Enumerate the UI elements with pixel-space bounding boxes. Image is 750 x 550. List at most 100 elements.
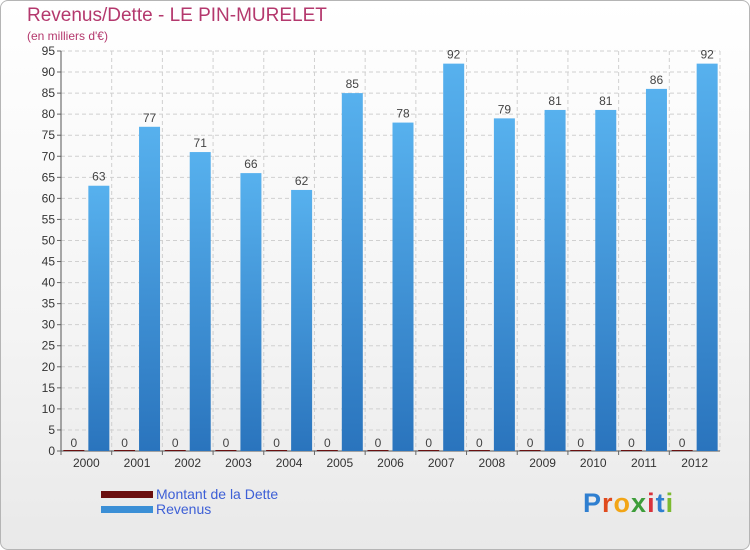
y-tick-label: 85 (42, 86, 56, 100)
x-tick-label: 2002 (174, 456, 201, 470)
x-tick-label: 2000 (73, 456, 100, 470)
x-tick-label: 2007 (428, 456, 455, 470)
data-label-dette: 0 (273, 436, 280, 450)
logo-letter: r (602, 488, 614, 518)
y-tick-label: 65 (42, 170, 56, 184)
y-tick-label: 20 (42, 360, 56, 374)
y-tick-label: 30 (42, 318, 56, 332)
logo-letter: i (665, 488, 675, 518)
data-label-dette: 0 (476, 436, 483, 450)
y-tick-label: 50 (42, 233, 56, 247)
data-label-dette: 0 (679, 436, 686, 450)
data-label-revenus: 85 (346, 77, 360, 91)
bar-dette (367, 450, 389, 451)
data-label-revenus: 78 (396, 107, 410, 121)
bar-dette (620, 450, 642, 451)
bars (63, 63, 718, 452)
data-label-revenus: 86 (650, 73, 664, 87)
x-tick-label: 2011 (631, 456, 657, 470)
logo-letter: i (647, 488, 656, 518)
bar-dette (468, 450, 490, 451)
bar-dette (63, 450, 85, 451)
bar-dette (164, 450, 186, 451)
y-tick-label: 80 (42, 107, 56, 121)
data-label-dette: 0 (223, 436, 230, 450)
data-label-revenus: 66 (244, 157, 258, 171)
data-label-revenus: 81 (548, 94, 562, 108)
bar-dette (114, 450, 136, 451)
bar-revenus (139, 126, 161, 451)
x-tick-label: 2008 (479, 456, 506, 470)
bar-revenus (240, 173, 262, 451)
data-label-dette: 0 (425, 436, 432, 450)
logo-letter: o (613, 488, 632, 518)
y-tick-label: 25 (42, 339, 56, 353)
bar-revenus (341, 93, 363, 452)
x-tick-label: 2001 (124, 456, 151, 470)
bar-dette (316, 450, 338, 451)
data-label-dette: 0 (375, 436, 382, 450)
y-tick-label: 45 (42, 255, 56, 269)
data-label-dette: 0 (172, 436, 179, 450)
data-label-dette: 0 (71, 436, 78, 450)
legend-swatch-revenus (101, 506, 153, 513)
data-label-revenus: 62 (295, 174, 309, 188)
chart-subtitle: (en milliers d'€) (27, 29, 108, 43)
x-tick-label: 2006 (377, 456, 404, 470)
chart-title: Revenus/Dette - LE PIN-MURELET (27, 5, 327, 26)
data-label-dette: 0 (527, 436, 534, 450)
data-labels: 0 63 0 77 0 71 0 66 0 62 0 85 0 78 0 92 0 79 0 81 0 81 0 86 0 92 (71, 48, 715, 450)
bar-dette (266, 450, 288, 451)
bar-revenus (392, 122, 414, 451)
data-label-dette: 0 (324, 436, 331, 450)
y-tick-label: 5 (48, 423, 55, 437)
data-label-revenus: 63 (92, 170, 106, 184)
legend-label-revenus: Revenus (156, 501, 212, 517)
bar-revenus (595, 109, 617, 452)
x-tick-label: 2003 (225, 456, 252, 470)
y-tick-label: 70 (42, 149, 56, 163)
bar-revenus (645, 88, 667, 451)
y-tick-label: 55 (42, 212, 56, 226)
bar-revenus (189, 152, 211, 452)
data-label-revenus: 77 (143, 111, 157, 125)
bar-revenus (443, 63, 465, 451)
data-label-revenus: 81 (599, 94, 613, 108)
data-label-revenus: 92 (447, 48, 461, 62)
bar-revenus (291, 189, 313, 451)
logo-letter: x (631, 488, 648, 518)
x-tick-label: 2012 (681, 456, 708, 470)
bar-revenus (696, 63, 718, 451)
bar-dette (418, 450, 440, 451)
logo-letter: t (655, 488, 666, 518)
y-tick-label: 0 (48, 444, 55, 458)
bar-dette (215, 450, 237, 451)
y-tick-label: 60 (42, 191, 56, 205)
data-label-revenus: 92 (700, 48, 714, 62)
bar-dette (671, 450, 693, 451)
data-label-revenus: 71 (194, 136, 208, 150)
y-tick-label: 15 (42, 381, 56, 395)
data-label-revenus: 79 (498, 102, 512, 116)
y-tick-label: 35 (42, 297, 56, 311)
data-label-dette: 0 (577, 436, 584, 450)
x-tick-label: 2010 (580, 456, 607, 470)
proxiti-logo: Proxiti (583, 488, 674, 519)
y-tick-label: 40 (42, 276, 56, 290)
logo-letter: P (583, 488, 603, 518)
y-tick-label: 75 (42, 128, 56, 142)
legend-label-dette: Montant de la Dette (156, 486, 279, 502)
x-tick-label: 2009 (529, 456, 556, 470)
bar-revenus (88, 185, 110, 451)
y-tick-label: 95 (42, 44, 56, 58)
x-tick-label: 2004 (276, 456, 303, 470)
x-tick-label: 2005 (326, 456, 353, 470)
bar-dette (570, 450, 592, 451)
y-tick-label: 90 (42, 65, 56, 79)
bar-dette (519, 450, 541, 451)
bar-revenus (544, 109, 566, 452)
bar-revenus (493, 118, 515, 452)
y-tick-label: 10 (42, 402, 56, 416)
